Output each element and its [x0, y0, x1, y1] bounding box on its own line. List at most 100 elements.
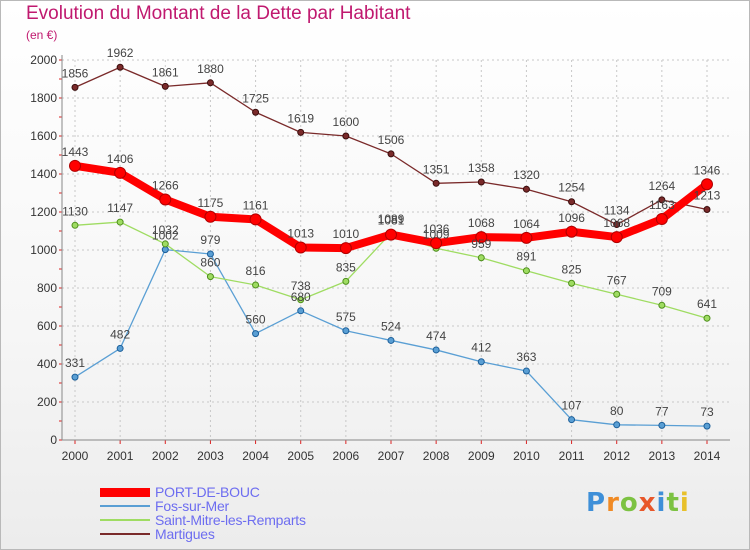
data-point-fos-sur-mer [658, 421, 666, 429]
data-point-saint-mitre-les-remparts [116, 218, 124, 226]
data-label-fos-sur-mer: 680 [291, 290, 311, 304]
series-layer [69, 63, 713, 430]
data-label-saint-mitre-les-remparts: 860 [200, 256, 220, 270]
data-label-martigues: 1320 [513, 168, 540, 182]
data-label-martigues: 1351 [423, 162, 450, 176]
data-point-fos-sur-mer [387, 336, 395, 344]
data-label-port-de-bouc: 1013 [287, 227, 314, 241]
data-label-martigues: 1213 [694, 189, 721, 203]
data-label-port-de-bouc: 1406 [107, 152, 134, 166]
data-label-martigues: 1725 [242, 91, 269, 105]
x-tick-label: 2009 [468, 449, 495, 463]
y-tick-label: 200 [37, 395, 57, 409]
data-label-port-de-bouc: 1064 [513, 217, 540, 231]
x-tick-label: 2008 [423, 449, 450, 463]
legend-swatch [100, 519, 150, 521]
data-label-saint-mitre-les-remparts: 959 [471, 237, 491, 251]
logo-letter: o [619, 488, 639, 518]
data-point-port-de-bouc [204, 210, 217, 223]
logo-letter: i [656, 488, 667, 518]
data-point-martigues [432, 179, 440, 187]
data-label-saint-mitre-les-remparts: 1089 [378, 212, 405, 226]
data-point-port-de-bouc [159, 193, 172, 206]
data-point-saint-mitre-les-remparts [522, 267, 530, 275]
data-label-port-de-bouc: 1266 [152, 178, 179, 192]
y-tick-label: 1400 [30, 167, 57, 181]
data-point-saint-mitre-les-remparts [477, 254, 485, 262]
data-point-fos-sur-mer [252, 330, 260, 338]
x-tick-label: 2002 [152, 449, 179, 463]
data-label-fos-sur-mer: 412 [471, 341, 491, 355]
data-point-martigues [297, 128, 305, 136]
data-label-port-de-bouc: 1443 [62, 145, 89, 159]
data-label-saint-mitre-les-remparts: 738 [291, 279, 311, 293]
data-point-saint-mitre-les-remparts [297, 296, 305, 304]
axes: 0 200 400 600 800 1000 1200 1400 1600 1800 2000 200… [30, 53, 730, 463]
data-point-fos-sur-mer [71, 373, 79, 381]
data-point-port-de-bouc [385, 228, 397, 241]
data-point-martigues [568, 198, 576, 206]
data-point-martigues [342, 132, 350, 140]
data-point-port-de-bouc [430, 237, 443, 250]
data-point-martigues [703, 206, 711, 214]
data-label-port-de-bouc: 1036 [423, 222, 450, 236]
data-point-fos-sur-mer [568, 416, 576, 424]
data-label-saint-mitre-les-remparts: 1130 [62, 204, 88, 218]
data-label-martigues: 1962 [107, 46, 134, 60]
data-label-fos-sur-mer: 474 [426, 329, 446, 343]
data-label-port-de-bouc: 1010 [333, 227, 360, 241]
data-point-port-de-bouc [249, 213, 262, 226]
data-label-fos-sur-mer: 363 [516, 350, 536, 364]
x-tick-label: 2007 [378, 449, 405, 463]
logo-letter: P [586, 488, 607, 518]
data-label-port-de-bouc: 1081 [378, 214, 405, 228]
logo-letter: t [666, 488, 680, 518]
legend-label: Fos-sur-Mer [155, 498, 230, 514]
legend-swatch [100, 487, 150, 497]
data-point-fos-sur-mer [297, 307, 305, 315]
legend-label: Saint-Mitre-les-Remparts [155, 512, 306, 528]
logo-letter: x [638, 488, 657, 518]
data-label-martigues: 1506 [378, 133, 405, 147]
data-point-port-de-bouc [565, 225, 578, 238]
data-label-fos-sur-mer: 331 [65, 356, 85, 370]
data-point-saint-mitre-les-remparts [252, 281, 260, 289]
x-tick-label: 2004 [242, 449, 269, 463]
data-label-saint-mitre-les-remparts: 835 [336, 260, 356, 274]
data-point-fos-sur-mer [116, 344, 124, 352]
data-point-fos-sur-mer [206, 250, 214, 258]
data-point-martigues [206, 79, 214, 87]
data-point-port-de-bouc [294, 241, 307, 254]
data-label-saint-mitre-les-remparts: 1032 [152, 223, 179, 237]
y-tick-label: 1800 [30, 91, 57, 105]
y-tick-label: 600 [37, 319, 57, 333]
data-label-port-de-bouc: 1161 [243, 198, 269, 212]
data-point-port-de-bouc [610, 231, 623, 244]
chart-title: Evolution du Montant de la Dette par Hab… [26, 3, 411, 24]
data-label-martigues: 1358 [468, 161, 495, 175]
data-point-saint-mitre-les-remparts [658, 301, 666, 309]
data-label-port-de-bouc: 1068 [468, 216, 495, 230]
data-label-fos-sur-mer: 80 [610, 404, 624, 418]
data-label-saint-mitre-les-remparts: 816 [246, 264, 266, 278]
data-point-fos-sur-mer [342, 327, 350, 335]
y-tick-label: 400 [37, 357, 57, 371]
data-point-port-de-bouc [520, 231, 533, 244]
legend-swatch [100, 505, 150, 507]
data-label-port-de-bouc: 1175 [198, 196, 224, 210]
logo-letter: r [606, 488, 620, 518]
data-point-port-de-bouc [655, 213, 668, 226]
data-point-port-de-bouc [69, 159, 81, 172]
chart-subtitle: (en €) [26, 28, 58, 42]
data-label-port-de-bouc: 1163 [649, 198, 675, 212]
data-label-martigues: 1600 [333, 115, 360, 129]
data-point-martigues [477, 178, 485, 186]
data-label-fos-sur-mer: 524 [381, 319, 401, 333]
data-point-port-de-bouc [701, 178, 713, 191]
data-label-saint-mitre-les-remparts: 767 [607, 273, 627, 287]
proxiti-logo: Proxiti [586, 488, 690, 518]
legend-label: PORT-DE-BOUC [155, 484, 260, 500]
data-label-fos-sur-mer: 73 [700, 405, 714, 419]
data-label-fos-sur-mer: 560 [246, 313, 266, 327]
